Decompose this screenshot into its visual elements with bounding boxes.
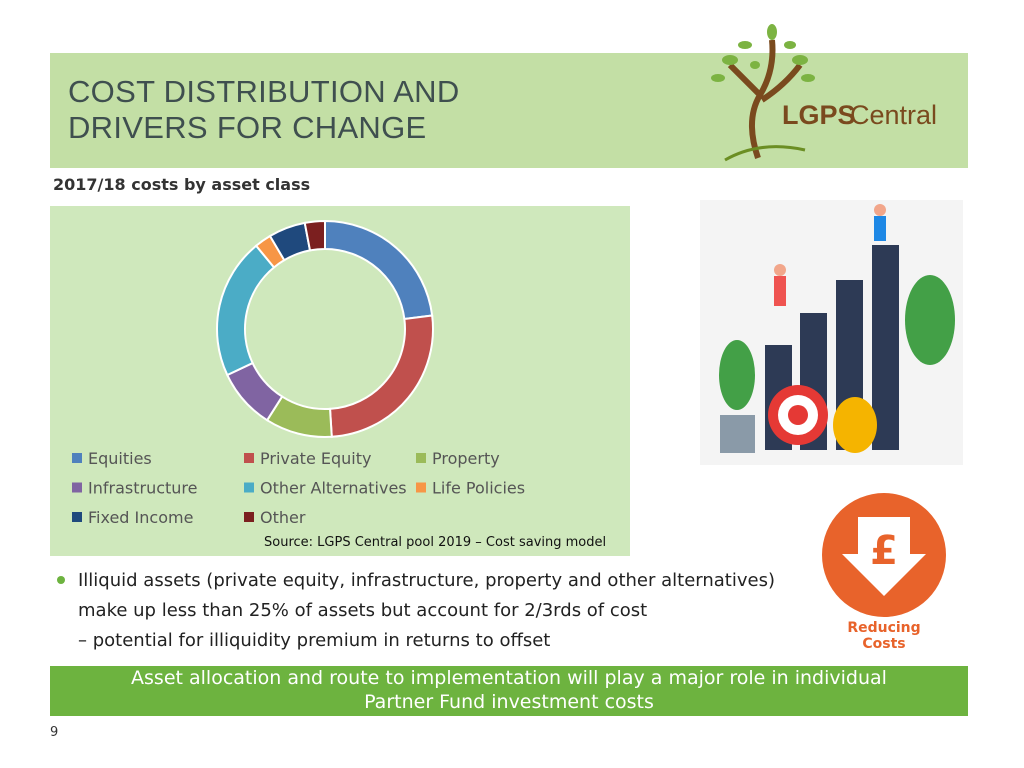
donut-segment [216,244,276,377]
legend-swatch [72,453,82,463]
legend-label: Other [260,508,306,527]
bullet-text: – potential for illiquidity premium in r… [78,630,551,651]
legend-label: Other Alternatives [260,479,407,498]
legend-label: Private Equity [260,449,371,468]
source: Source: LGPS Central pool 2019 – Cost sa… [264,535,607,550]
legend-label: Fixed Income [88,508,193,527]
logo-text: Central [850,100,937,130]
legend-swatch [244,453,254,463]
chart-title: 2017/18 costs by asset class [53,175,311,194]
badge-label: Costs [862,636,905,652]
title: DRIVERS FOR CHANGE [68,110,427,145]
legend-swatch [244,482,254,493]
bullet-text: make up less than 25% of assets but acco… [78,600,648,621]
logo-text: LGPS [782,100,856,130]
legend-swatch [416,453,426,463]
legend-label: Infrastructure [88,479,197,498]
page-number: 9 [50,725,59,740]
donut-segment [324,219,434,321]
legend-label: Equities [88,449,152,468]
logo: LGPS Central [711,24,937,162]
illustration [700,200,963,465]
badge-symbol: £ [870,528,898,574]
badge: £ Reducing Costs [822,493,946,652]
legend-swatch [244,512,254,522]
donut-segment [303,219,326,252]
chart-panel [50,206,630,556]
donut-segment [328,314,434,438]
bullet-dot [57,576,65,584]
legend-swatch [72,482,82,493]
legend-label: Property [432,449,500,468]
bullet-text: Illiquid assets (private equity, infrast… [78,570,775,591]
legend-label: Life Policies [432,479,525,498]
header-band [50,53,968,168]
chart: Equities Private Equity Property Infrastruc… [72,219,525,527]
banner: Asset allocation and route to implementa… [50,666,968,716]
badge-label: Reducing [847,620,920,636]
legend-swatch [72,512,82,522]
legend-swatch [416,482,426,493]
title: COST DISTRIBUTION AND [68,74,460,109]
